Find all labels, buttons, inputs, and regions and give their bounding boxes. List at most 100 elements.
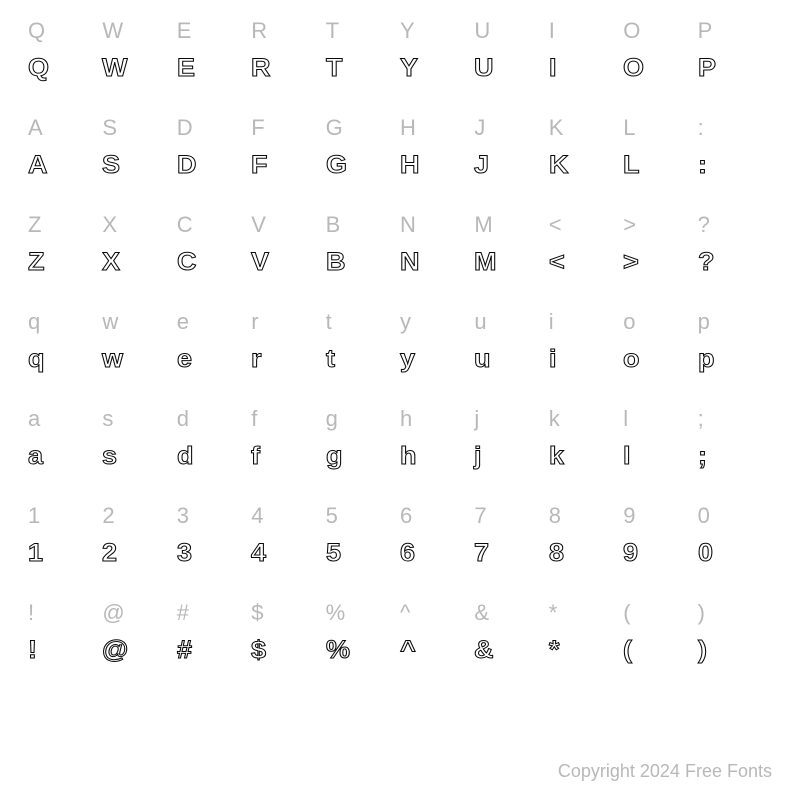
sample-glyph: Y [400,56,419,81]
sample-glyph: W [102,56,128,81]
glyph-cell: )) [698,602,772,699]
sample-glyph: q [28,347,45,372]
sample-glyph: & [474,638,494,663]
glyph-cell: 77 [474,505,548,602]
reference-glyph: # [177,602,189,624]
sample-glyph: X [102,250,121,275]
glyph-cell: WW [102,20,176,117]
sample-glyph: r [251,347,262,372]
reference-glyph: L [623,117,635,139]
sample-glyph: l [623,444,631,469]
sample-glyph: i [549,347,557,372]
glyph-cell: BB [326,214,400,311]
reference-glyph: 1 [28,505,40,527]
glyph-cell: jj [474,408,548,505]
reference-glyph: d [177,408,189,430]
reference-glyph: 0 [698,505,710,527]
reference-glyph: e [177,311,189,333]
sample-glyph: P [698,56,717,81]
reference-glyph: J [474,117,485,139]
sample-glyph: 3 [177,541,193,566]
sample-glyph: 4 [251,541,267,566]
glyph-cell: TT [326,20,400,117]
reference-glyph: @ [102,602,124,624]
sample-glyph: Z [28,250,45,275]
reference-glyph: 3 [177,505,189,527]
reference-glyph: P [698,20,713,42]
sample-glyph: 8 [549,541,565,566]
reference-glyph: s [102,408,113,430]
glyph-cell: ww [102,311,176,408]
glyph-cell: FF [251,117,325,214]
sample-glyph: C [177,250,197,275]
reference-glyph: t [326,311,332,333]
reference-glyph: U [474,20,490,42]
reference-glyph: o [623,311,635,333]
sample-glyph: R [251,56,271,81]
glyph-cell: ?? [698,214,772,311]
glyph-cell: PP [698,20,772,117]
glyph-cell: kk [549,408,623,505]
sample-glyph: 5 [326,541,342,566]
reference-glyph: R [251,20,267,42]
glyph-cell: 99 [623,505,697,602]
sample-glyph: 6 [400,541,416,566]
sample-glyph: ? [698,250,715,275]
reference-glyph: ! [28,602,34,624]
sample-glyph: F [251,153,268,178]
sample-glyph: ! [28,638,38,663]
sample-glyph: # [177,638,193,663]
sample-glyph: E [177,56,196,81]
glyph-cell: XX [102,214,176,311]
sample-glyph: K [549,153,569,178]
glyph-cell: ii [549,311,623,408]
sample-glyph: M [474,250,497,275]
reference-glyph: F [251,117,264,139]
reference-glyph: C [177,214,193,236]
sample-glyph: 9 [623,541,639,566]
sample-glyph: t [326,347,336,372]
reference-glyph: 2 [102,505,114,527]
glyph-cell: dd [177,408,251,505]
glyph-cell: !! [28,602,102,699]
reference-glyph: g [326,408,338,430]
glyph-cell: II [549,20,623,117]
reference-glyph: > [623,214,636,236]
sample-glyph: * [549,638,560,663]
sample-glyph: $ [251,638,267,663]
glyph-cell: GG [326,117,400,214]
reference-glyph: H [400,117,416,139]
reference-glyph: E [177,20,192,42]
glyph-cell: @@ [102,602,176,699]
reference-glyph: 5 [326,505,338,527]
sample-glyph: J [474,153,490,178]
sample-glyph: 2 [102,541,118,566]
reference-glyph: r [251,311,258,333]
reference-glyph: < [549,214,562,236]
sample-glyph: 1 [28,541,44,566]
sample-glyph: N [400,250,420,275]
reference-glyph: 6 [400,505,412,527]
glyph-cell: ff [251,408,325,505]
reference-glyph: 4 [251,505,263,527]
sample-glyph: V [251,250,270,275]
glyph-cell: 55 [326,505,400,602]
reference-glyph: ? [698,214,710,236]
reference-glyph: 8 [549,505,561,527]
glyph-cell: tt [326,311,400,408]
glyph-cell: aa [28,408,102,505]
sample-glyph: o [623,347,640,372]
reference-glyph: ; [698,408,704,430]
glyph-cell: ZZ [28,214,102,311]
reference-glyph: a [28,408,40,430]
sample-glyph: w [102,347,124,372]
glyph-cell: VV [251,214,325,311]
reference-glyph: k [549,408,560,430]
reference-glyph: Z [28,214,41,236]
glyph-cell: (( [623,602,697,699]
reference-glyph: N [400,214,416,236]
glyph-cell: CC [177,214,251,311]
glyph-cell: gg [326,408,400,505]
sample-glyph: e [177,347,193,372]
reference-glyph: T [326,20,339,42]
